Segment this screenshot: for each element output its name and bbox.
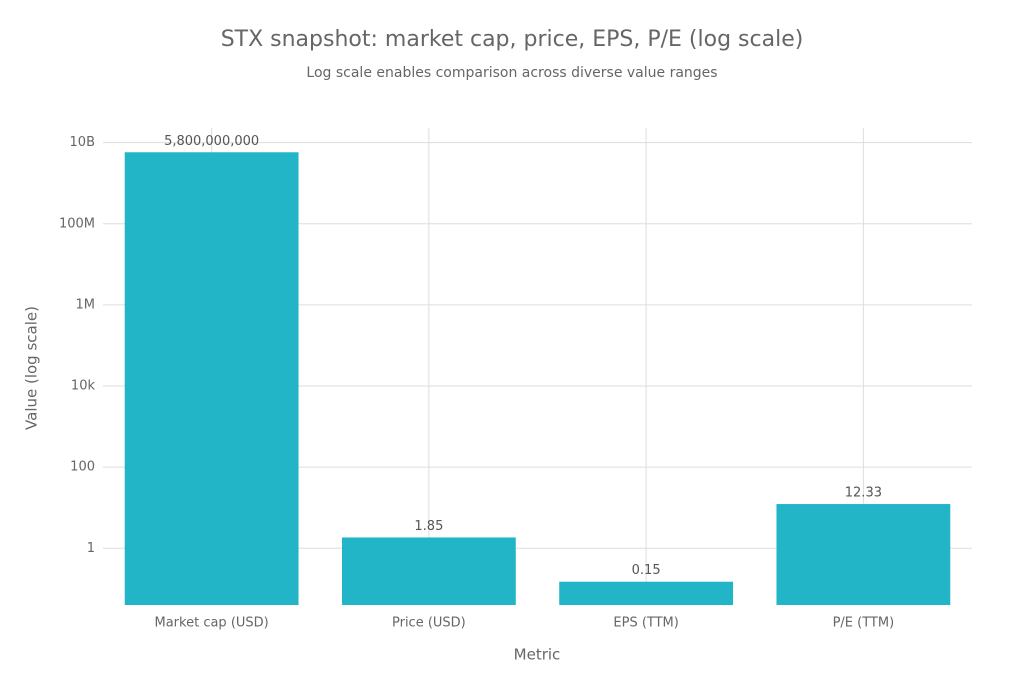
- y-tick-label: 10k: [71, 379, 96, 394]
- y-tick-label: 100M: [59, 216, 95, 231]
- x-tick-label: Price (USD): [392, 616, 466, 631]
- chart-title: STX snapshot: market cap, price, EPS, P/…: [221, 27, 804, 52]
- y-tick-label: 10B: [70, 135, 95, 150]
- y-axis-title: Value (log scale): [23, 306, 41, 430]
- bar: [341, 537, 516, 605]
- bar: [124, 152, 299, 605]
- bar: [776, 504, 951, 605]
- value-label: 12.33: [845, 486, 882, 501]
- y-tick-label: 1M: [76, 297, 96, 312]
- x-tick-label: EPS (TTM): [613, 616, 678, 631]
- y-tick-label: 1: [87, 541, 95, 556]
- chart-subtitle: Log scale enables comparison across dive…: [306, 65, 717, 81]
- value-label: 5,800,000,000: [164, 134, 259, 149]
- bar: [559, 581, 734, 605]
- x-tick-label: Market cap (USD): [155, 616, 269, 631]
- x-tick-label: P/E (TTM): [833, 616, 895, 631]
- value-label: 0.15: [632, 563, 661, 578]
- value-label: 1.85: [414, 519, 443, 534]
- y-tick-label: 100: [70, 460, 95, 475]
- x-axis-title: Metric: [514, 646, 561, 664]
